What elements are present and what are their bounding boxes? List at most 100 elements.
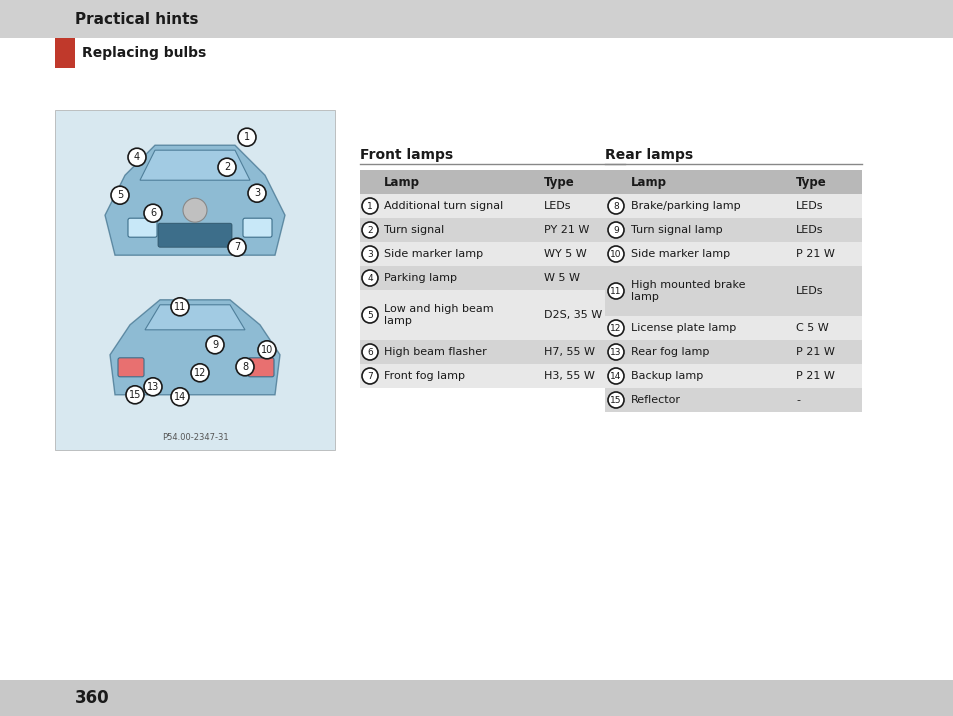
- Text: License plate lamp: License plate lamp: [630, 323, 736, 333]
- Circle shape: [607, 222, 623, 238]
- Circle shape: [361, 307, 377, 323]
- Text: 10: 10: [610, 249, 621, 258]
- Text: 6: 6: [150, 208, 156, 218]
- FancyBboxPatch shape: [128, 218, 157, 237]
- Text: WY 5 W: WY 5 W: [543, 249, 586, 259]
- Text: lamp: lamp: [630, 292, 659, 302]
- FancyBboxPatch shape: [359, 340, 624, 364]
- Text: Type: Type: [543, 175, 574, 188]
- Text: 1: 1: [244, 132, 250, 142]
- Circle shape: [128, 148, 146, 166]
- FancyBboxPatch shape: [359, 364, 624, 388]
- Text: 8: 8: [613, 201, 618, 211]
- Polygon shape: [110, 300, 280, 395]
- FancyBboxPatch shape: [359, 194, 624, 218]
- Polygon shape: [140, 150, 250, 180]
- Text: 11: 11: [173, 302, 186, 311]
- Circle shape: [607, 344, 623, 360]
- Text: D2S, 35 W: D2S, 35 W: [543, 310, 601, 320]
- Text: Rear lamps: Rear lamps: [604, 148, 693, 162]
- Text: LEDs: LEDs: [795, 286, 822, 296]
- Circle shape: [607, 198, 623, 214]
- Text: 7: 7: [233, 242, 240, 252]
- Text: 2: 2: [367, 226, 373, 235]
- Circle shape: [361, 198, 377, 214]
- Text: Backup lamp: Backup lamp: [630, 371, 702, 381]
- Text: C 5 W: C 5 W: [795, 323, 828, 333]
- Circle shape: [607, 392, 623, 408]
- Text: Replacing bulbs: Replacing bulbs: [82, 46, 206, 60]
- Text: High beam flasher: High beam flasher: [384, 347, 486, 357]
- Circle shape: [111, 186, 129, 204]
- Text: 11: 11: [610, 286, 621, 296]
- Text: -: -: [795, 395, 800, 405]
- Polygon shape: [145, 305, 245, 330]
- FancyBboxPatch shape: [359, 170, 624, 194]
- Text: Type: Type: [795, 175, 826, 188]
- Circle shape: [361, 344, 377, 360]
- FancyBboxPatch shape: [359, 290, 624, 340]
- Text: W 5 W: W 5 W: [543, 273, 579, 283]
- Circle shape: [361, 222, 377, 238]
- Text: 15: 15: [129, 390, 141, 400]
- Text: Turn signal lamp: Turn signal lamp: [630, 225, 721, 235]
- Text: 5: 5: [367, 311, 373, 319]
- Text: Brake/parking lamp: Brake/parking lamp: [630, 201, 740, 211]
- FancyBboxPatch shape: [604, 388, 862, 412]
- Circle shape: [228, 238, 246, 256]
- FancyBboxPatch shape: [604, 340, 862, 364]
- Circle shape: [361, 368, 377, 384]
- Circle shape: [248, 184, 266, 202]
- FancyBboxPatch shape: [604, 316, 862, 340]
- Text: H7, 55 W: H7, 55 W: [543, 347, 595, 357]
- Text: Practical hints: Practical hints: [75, 11, 198, 26]
- FancyBboxPatch shape: [0, 0, 953, 38]
- FancyBboxPatch shape: [243, 218, 272, 237]
- Text: 4: 4: [367, 274, 373, 283]
- FancyBboxPatch shape: [604, 170, 862, 194]
- Circle shape: [607, 283, 623, 299]
- Text: 13: 13: [610, 347, 621, 357]
- Circle shape: [607, 320, 623, 336]
- Circle shape: [218, 158, 235, 176]
- Text: Additional turn signal: Additional turn signal: [384, 201, 503, 211]
- Text: 3: 3: [367, 249, 373, 258]
- FancyBboxPatch shape: [359, 266, 624, 290]
- Text: Lamp: Lamp: [384, 175, 419, 188]
- Text: Front fog lamp: Front fog lamp: [384, 371, 464, 381]
- Text: H3, 55 W: H3, 55 W: [543, 371, 595, 381]
- Circle shape: [126, 386, 144, 404]
- Text: LEDs: LEDs: [795, 201, 822, 211]
- Text: 10: 10: [260, 345, 273, 355]
- Text: 4: 4: [133, 153, 140, 163]
- Text: 13: 13: [147, 382, 159, 392]
- FancyBboxPatch shape: [0, 680, 953, 716]
- Text: P 21 W: P 21 W: [795, 371, 834, 381]
- Text: 6: 6: [367, 347, 373, 357]
- Text: Rear fog lamp: Rear fog lamp: [630, 347, 709, 357]
- Text: Parking lamp: Parking lamp: [384, 273, 456, 283]
- Text: High mounted brake: High mounted brake: [630, 280, 744, 290]
- Circle shape: [171, 298, 189, 316]
- FancyBboxPatch shape: [604, 266, 862, 316]
- Text: PY 21 W: PY 21 W: [543, 225, 589, 235]
- Circle shape: [607, 246, 623, 262]
- Circle shape: [361, 246, 377, 262]
- Text: 14: 14: [610, 372, 621, 380]
- Text: 360: 360: [75, 689, 110, 707]
- Text: 2: 2: [224, 163, 230, 173]
- FancyBboxPatch shape: [604, 364, 862, 388]
- Circle shape: [607, 368, 623, 384]
- Text: Side marker lamp: Side marker lamp: [384, 249, 482, 259]
- Text: 12: 12: [610, 324, 621, 332]
- Text: LEDs: LEDs: [795, 225, 822, 235]
- Circle shape: [206, 336, 224, 354]
- FancyBboxPatch shape: [604, 242, 862, 266]
- Text: 5: 5: [117, 190, 123, 200]
- Text: 15: 15: [610, 395, 621, 405]
- Circle shape: [361, 270, 377, 286]
- Text: LEDs: LEDs: [543, 201, 571, 211]
- Text: lamp: lamp: [384, 316, 412, 326]
- Text: P54.00-2347-31: P54.00-2347-31: [161, 433, 228, 442]
- Polygon shape: [105, 145, 285, 255]
